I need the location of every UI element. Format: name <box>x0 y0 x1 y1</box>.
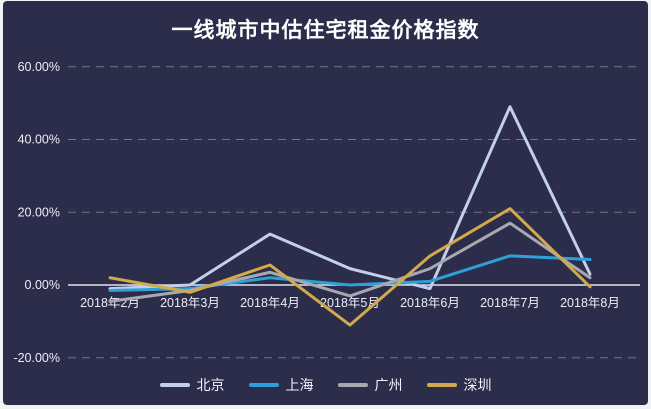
legend-item-label: 北京 <box>196 377 225 393</box>
legend-line-icon <box>248 383 279 387</box>
series-line-shanghai <box>108 254 592 292</box>
x-tick-label: 2018年7月 <box>480 296 540 310</box>
y-tick-label: 40.00% <box>18 133 60 147</box>
y-tick-label: -20.00% <box>13 351 60 365</box>
x-tick-label: 2018年6月 <box>400 296 460 310</box>
page-title: 一线城市中估住宅租金价格指数 <box>171 19 480 42</box>
legend-line-icon <box>337 383 368 387</box>
series-line-beijing <box>108 105 592 291</box>
x-tick-label: 2018年3月 <box>160 296 220 310</box>
y-tick-label: 20.00% <box>18 205 60 219</box>
legend-item-label: 广州 <box>374 377 403 393</box>
legend-item-shenzhen[interactable]: 深圳 <box>426 375 492 395</box>
legend-line-icon <box>159 383 190 387</box>
legend-item-label: 上海 <box>285 377 314 393</box>
legend-line-icon <box>426 383 457 387</box>
legend-item-guangzhou[interactable]: 广州 <box>337 375 403 395</box>
x-tick-label: 2018年4月 <box>240 296 300 310</box>
legend-item-beijing[interactable]: 北京 <box>159 375 225 395</box>
legend: 北京 上海 广州 深圳 <box>0 375 651 395</box>
legend-item-shanghai[interactable]: 上海 <box>248 375 314 395</box>
y-tick-label: 60.00% <box>18 60 60 74</box>
series-line-shenzhen <box>108 207 592 327</box>
chart-card <box>3 1 648 405</box>
legend-item-label: 深圳 <box>463 377 492 393</box>
y-tick-label: 0.00% <box>25 278 60 292</box>
series-line-guangzhou <box>108 221 592 303</box>
x-tick-label: 2018年5月 <box>320 296 380 310</box>
x-tick-label: 2018年8月 <box>560 296 620 310</box>
